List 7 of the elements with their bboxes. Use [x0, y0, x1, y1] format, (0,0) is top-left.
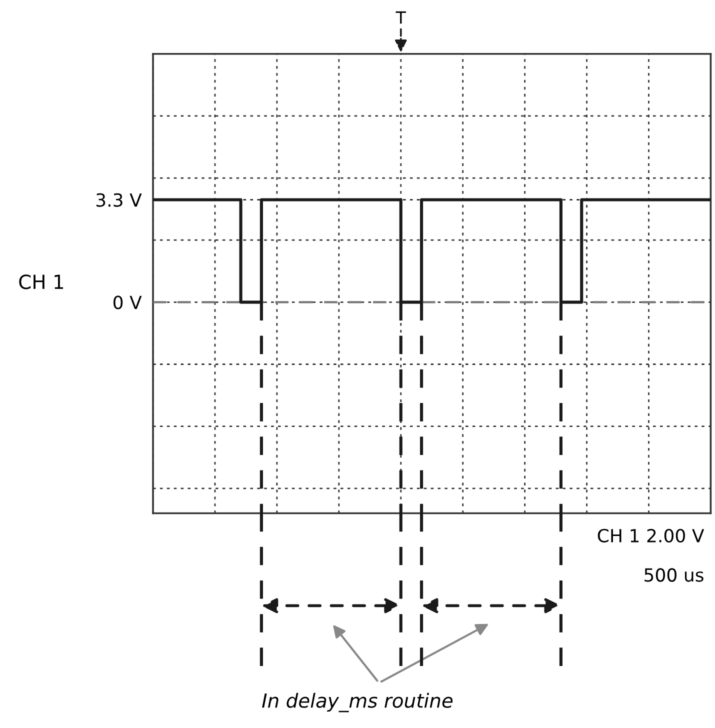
- y-tick-label: 0 V: [114, 296, 142, 310]
- text: In delay_ms routine: [262, 692, 453, 712]
- text: T: [396, 11, 406, 24]
- y-axis-title: CH 1: [19, 274, 64, 290]
- y-tick-label: 3.3 V: [96, 193, 142, 207]
- text: CH 1 2.00 V: [598, 528, 704, 543]
- text: 500 us: [644, 568, 704, 582]
